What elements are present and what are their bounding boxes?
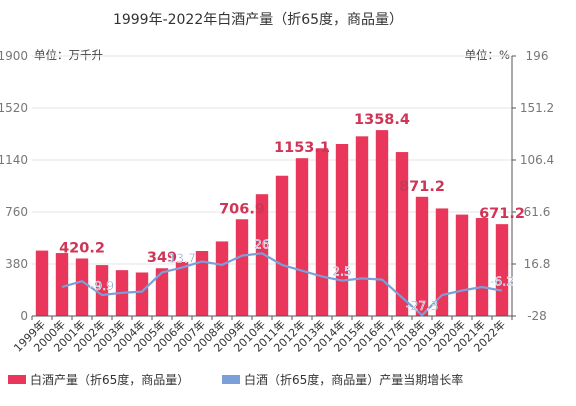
left-tick-label: 0: [20, 309, 28, 323]
line-data-label: 2.5: [332, 264, 352, 279]
bar-data-label: 871.2: [399, 179, 445, 195]
bar: [35, 250, 49, 316]
bar: [495, 224, 509, 316]
bar: [135, 272, 149, 316]
bar-data-label: 420.2: [59, 240, 105, 256]
legend: 白酒产量（折65度，商品量） 白酒（折65度，商品量）产量当期增长率: [8, 372, 463, 387]
bar: [255, 194, 269, 316]
bar: [435, 208, 449, 316]
line-data-label: -6.2: [490, 274, 514, 289]
left-axis-unit: 单位：万千升: [34, 48, 103, 62]
line-data-label: -9.9: [90, 278, 114, 293]
bar: [95, 265, 109, 316]
left-tick-label: 760: [5, 205, 28, 219]
line-series: [61, 252, 503, 317]
axis-tick-labels: 0 380 760 1140 1520 1900 -28 16.8 61.6 106.4 151.2…: [0, 49, 554, 323]
line-data-label: 13.7: [168, 251, 196, 266]
line-data-label: -27.3: [406, 298, 438, 313]
bar: [195, 251, 209, 316]
bar-series: [35, 130, 509, 316]
bar: [355, 136, 369, 316]
line-data-label: 26: [254, 236, 270, 251]
bar-data-label: 706.9: [219, 201, 265, 217]
bar: [395, 152, 409, 316]
bar: [75, 258, 89, 316]
bar-data-label: 1358.4: [354, 112, 410, 128]
left-tick-label: 380: [5, 257, 28, 271]
bar: [275, 175, 289, 316]
left-tick-label: 1900: [0, 49, 28, 63]
right-tick-label: 16.8: [524, 257, 551, 271]
right-tick-label: 196: [526, 49, 549, 63]
bar: [455, 214, 469, 316]
bar: [475, 218, 489, 316]
bar: [155, 268, 169, 316]
growth-rate-line: [61, 252, 503, 317]
bar-data-label: 1153.1: [274, 140, 330, 156]
right-tick-label: 106.4: [520, 153, 554, 167]
bar: [295, 158, 309, 316]
right-tick-label: 151.2: [520, 101, 554, 115]
chart-title: 1999年-2022年白酒产量（折65度，商品量）: [113, 12, 403, 28]
legend-swatch-bar: [8, 375, 26, 384]
bar: [55, 253, 69, 316]
bar: [175, 261, 189, 316]
legend-label-bar: 白酒产量（折65度，商品量）: [30, 372, 189, 387]
bar-data-label: 671.2: [479, 206, 525, 222]
bar: [315, 148, 329, 316]
bar: [335, 143, 349, 316]
bar: [235, 219, 249, 316]
bar: [215, 241, 229, 316]
right-tick-label: 61.6: [524, 205, 551, 219]
axes: [31, 55, 516, 320]
bar: [415, 196, 429, 316]
legend-swatch-line: [222, 375, 240, 384]
left-tick-label: 1520: [0, 101, 28, 115]
right-axis-unit: 单位：%: [465, 48, 510, 62]
right-tick-label: -28: [527, 309, 547, 323]
bar-data-label: 349: [147, 250, 177, 266]
bar: [375, 130, 389, 316]
data-labels: 420.2 349 706.9 1153.1 1358.4 871.2 671.2 -9.9 1…: [59, 112, 525, 313]
left-tick-label: 1140: [0, 153, 28, 167]
legend-label-line: 白酒（折65度，商品量）产量当期增长率: [244, 372, 463, 387]
